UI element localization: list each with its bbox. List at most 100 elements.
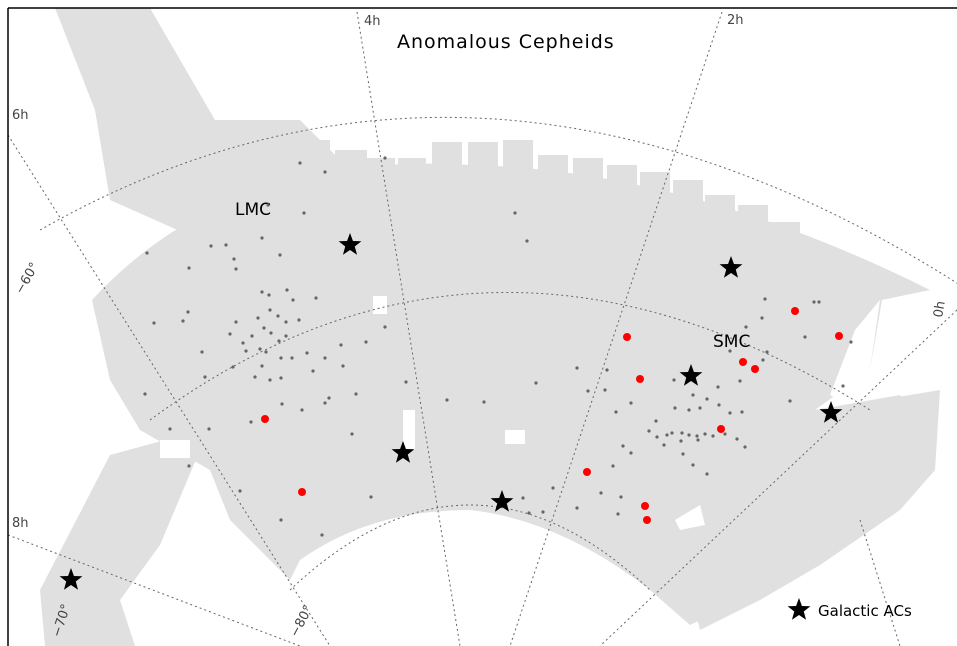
lmc-ac-point	[250, 334, 254, 338]
lmc-ac-point	[187, 464, 191, 468]
lmc-ac-point	[621, 444, 625, 448]
lmc-ac-point	[575, 506, 579, 510]
lmc-ac-point	[260, 364, 264, 368]
smc-ac-point	[835, 332, 843, 340]
region-label-smc: SMC	[713, 332, 750, 352]
lmc-ac-point	[284, 320, 288, 324]
lmc-ac-point	[655, 435, 659, 439]
lmc-ac-point	[711, 434, 715, 438]
lmc-ac-points	[143, 156, 853, 537]
lmc-ac-point	[765, 350, 769, 354]
smc-ac-point	[641, 502, 649, 510]
lmc-ac-point	[187, 266, 191, 270]
lmc-ac-point	[203, 375, 207, 379]
smc-ac-point	[583, 468, 591, 476]
lmc-ac-point	[207, 427, 211, 431]
lmc-ac-point	[812, 300, 816, 304]
lmc-ac-point	[209, 244, 213, 248]
galactic-ac-star	[719, 256, 743, 278]
lmc-ac-point	[383, 325, 387, 329]
lmc-ac-point	[244, 349, 248, 353]
lmc-ac-point	[673, 406, 677, 410]
lmc-ac-point	[586, 389, 590, 393]
lmc-ac-point	[691, 463, 695, 467]
lmc-ac-point	[841, 384, 845, 388]
smc-ac-points	[261, 307, 843, 524]
lmc-ac-point	[521, 496, 525, 500]
lmc-ac-point	[267, 293, 271, 297]
lmc-ac-point	[849, 340, 853, 344]
lmc-ac-point	[817, 300, 821, 304]
lmc-ac-point	[743, 445, 747, 449]
lmc-ac-point	[279, 356, 283, 360]
smc-ac-point	[623, 333, 631, 341]
lmc-ac-point	[241, 341, 245, 345]
lmc-ac-point	[369, 495, 373, 499]
lmc-ac-point	[277, 339, 281, 343]
lmc-ac-point	[253, 375, 257, 379]
lmc-ac-point	[305, 351, 309, 355]
lmc-ac-point	[679, 439, 683, 443]
galactic-ac-star	[819, 401, 843, 423]
lmc-ac-point	[527, 511, 531, 515]
lmc-ac-point	[575, 366, 579, 370]
lmc-ac-point	[541, 510, 545, 514]
lmc-ac-point	[181, 319, 185, 323]
galactic-ac-star	[59, 568, 83, 590]
lmc-ac-point	[740, 410, 744, 414]
lmc-ac-point	[269, 331, 273, 335]
smc-ac-point	[791, 307, 799, 315]
lmc-ac-point	[383, 156, 387, 160]
lmc-ac-point	[143, 392, 147, 396]
lmc-ac-point	[291, 298, 295, 302]
footprint-gaps	[160, 296, 880, 530]
lmc-ac-point	[611, 464, 615, 468]
lmc-ac-point	[300, 408, 304, 412]
lmc-ac-point	[687, 408, 691, 412]
lmc-ac-point	[249, 420, 253, 424]
smc-ac-point	[751, 365, 759, 373]
lmc-ac-point	[228, 332, 232, 336]
lmc-ac-point	[551, 486, 555, 490]
lmc-ac-point	[534, 381, 538, 385]
lmc-ac-point	[788, 399, 792, 403]
lmc-ac-point	[665, 433, 669, 437]
lmc-ac-point	[260, 290, 264, 294]
lmc-ac-point	[268, 308, 272, 312]
smc-ac-point	[261, 415, 269, 423]
lmc-ac-point	[629, 451, 633, 455]
lmc-ac-point	[744, 325, 748, 329]
lmc-ac-point	[323, 170, 327, 174]
ra-label-6h: 6h	[12, 108, 29, 123]
lmc-ac-point	[735, 437, 739, 441]
lmc-ac-point	[152, 321, 156, 325]
lmc-ac-point	[264, 350, 268, 354]
lmc-ac-point	[761, 358, 765, 362]
lmc-ac-point	[258, 347, 262, 351]
lmc-ac-point	[341, 364, 345, 368]
lmc-ac-point	[728, 411, 732, 415]
lmc-ac-point	[599, 491, 603, 495]
lmc-ac-point	[654, 419, 658, 423]
legend: Galactic ACs	[787, 598, 912, 620]
smc-ac-point	[298, 488, 306, 496]
lmc-ac-point	[314, 296, 318, 300]
lmc-ac-point	[716, 385, 720, 389]
lmc-ac-point	[698, 406, 702, 410]
lmc-ac-point	[262, 326, 266, 330]
lmc-ac-point	[703, 432, 707, 436]
lmc-ac-point	[279, 376, 283, 380]
ra-label-2h: 2h	[727, 13, 744, 28]
lmc-ac-point	[268, 378, 272, 382]
smc-ac-point	[739, 358, 747, 366]
lmc-ac-point	[763, 297, 767, 301]
lmc-ac-point	[482, 400, 486, 404]
lmc-ac-point	[145, 251, 149, 255]
lmc-ac-point	[327, 396, 331, 400]
lmc-ac-point	[662, 443, 666, 447]
lmc-ac-point	[728, 349, 732, 353]
lmc-ac-point	[603, 388, 607, 392]
lmc-ac-point	[350, 432, 354, 436]
legend-star-marker	[787, 598, 811, 620]
